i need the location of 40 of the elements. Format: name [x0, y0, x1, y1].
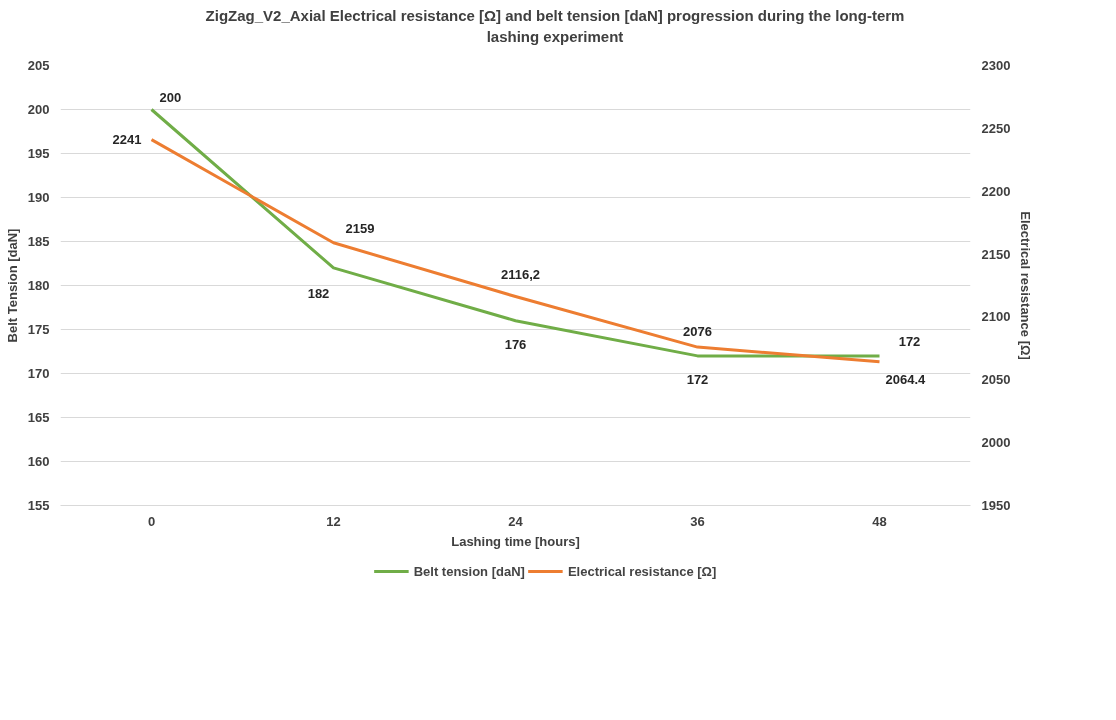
x-tick-label: 48	[872, 513, 887, 529]
data-label: 176	[504, 337, 527, 353]
y2-tick-label: 1950	[981, 498, 1011, 513]
y-tick-label: 165	[27, 410, 50, 425]
data-label: 2064.4	[885, 372, 927, 388]
y-tick-label: 185	[27, 234, 50, 249]
y-tick-label: 180	[27, 278, 50, 293]
data-label: 2116,2	[500, 267, 541, 283]
y-tick-label: 195	[27, 146, 50, 161]
chart-title: ZigZag_V2_Axial Electrical resistance [Ω] and belt tension [daN] progression during the long-term lashing experiment	[205, 6, 905, 47]
y2-tick-label: 2150	[981, 246, 1011, 262]
y2-tick-label: 2000	[981, 435, 1011, 451]
x-tick-label: 0	[147, 513, 156, 529]
y2-tick-label: 2200	[981, 183, 1011, 199]
y-axis-title: Belt Tension [daN]	[4, 228, 20, 343]
x-tick-label: 12	[326, 513, 341, 529]
y-tick-label: 200	[27, 102, 50, 117]
legend-label: Electrical resistance [Ω]	[567, 563, 717, 579]
y2-tick-label: 2050	[981, 372, 1011, 388]
data-label: 182	[307, 286, 330, 302]
y-tick-label: 190	[27, 190, 50, 205]
data-label: 200	[159, 90, 182, 105]
data-label: 2076	[683, 323, 712, 339]
y2-tick-label: 2100	[981, 309, 1011, 325]
x-tick-label: 24	[508, 513, 524, 529]
data-label: 172	[686, 372, 709, 388]
y-tick-label: 160	[27, 454, 50, 469]
data-label: 2159	[345, 221, 375, 237]
x-tick-label: 36	[690, 513, 705, 529]
data-label: 2241	[112, 132, 142, 148]
x-axis-title: Lashing time [hours]	[451, 533, 580, 549]
data-label: 172	[898, 334, 921, 350]
y2-tick-label: 2300	[981, 58, 1011, 73]
y-tick-label: 175	[27, 322, 50, 337]
y-tick-label: 170	[27, 366, 50, 381]
legend-label: Belt tension [daN]	[413, 563, 525, 579]
y-tick-label: 205	[27, 58, 50, 73]
y2-tick-label: 2250	[981, 120, 1011, 136]
y2-axis-title: Electrical resistance [Ω]	[1018, 211, 1034, 360]
y-tick-label: 155	[27, 498, 50, 513]
